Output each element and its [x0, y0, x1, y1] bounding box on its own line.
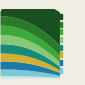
Bar	[60, 29, 62, 34]
Bar	[60, 60, 62, 65]
Bar	[60, 37, 62, 42]
Bar	[60, 14, 62, 19]
Bar	[60, 68, 62, 73]
Bar	[60, 52, 62, 57]
Bar	[60, 22, 62, 27]
Bar	[60, 45, 62, 50]
